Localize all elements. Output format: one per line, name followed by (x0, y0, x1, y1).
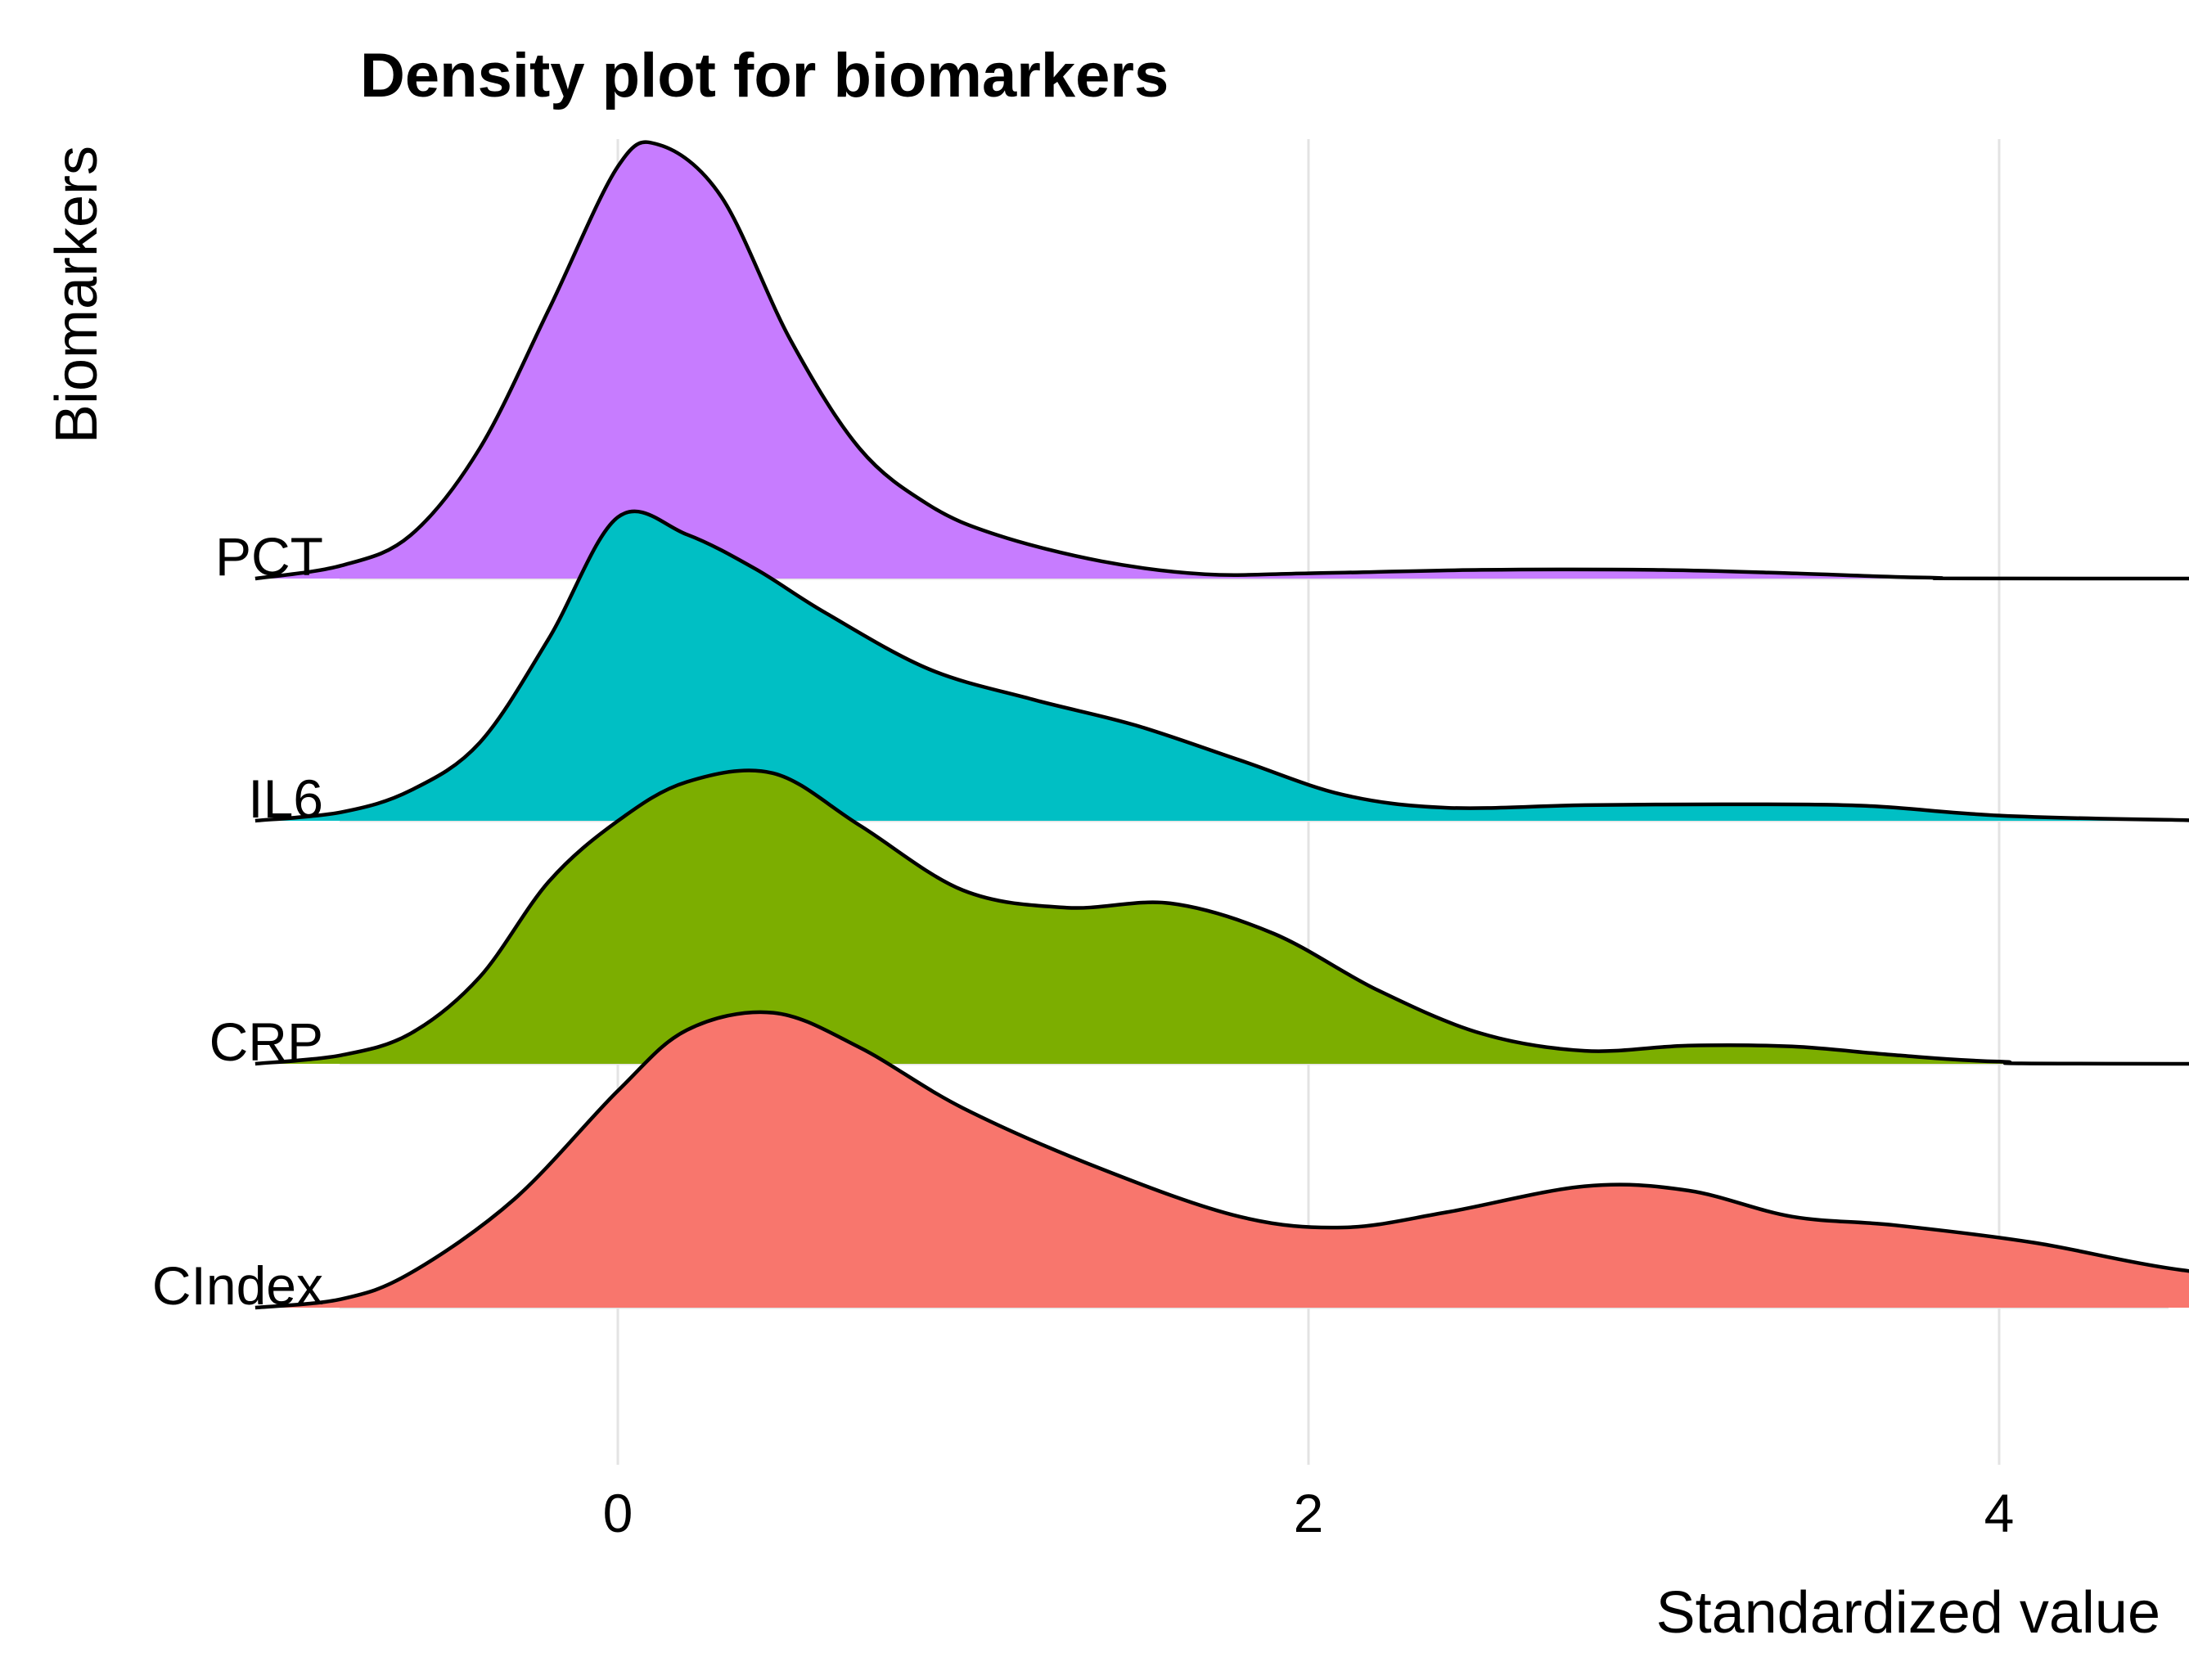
ridge-area-cindex (254, 1011, 2189, 1308)
y-tick-label-pct: PCT (215, 526, 323, 587)
ridge-area-pct (254, 142, 2189, 579)
ridge-line-cindex (254, 1010, 2189, 1310)
x-tick-label-2: 2 (1294, 1483, 1324, 1543)
y-tick-label-cindex: CIndex (152, 1255, 323, 1316)
ridge-area-crp (254, 770, 2189, 1065)
x-axis-title: Standardized value (1656, 1580, 2160, 1646)
x-tick-labels: 02468 (603, 1483, 2015, 1543)
ridge-layer (254, 140, 2189, 1310)
y-tick-label-il6: IL6 (248, 768, 323, 829)
ridge-line-pct (254, 140, 2189, 581)
x-tick-label-0: 0 (603, 1483, 633, 1543)
y-tick-labels: PCT IL6 CRP CIndex (152, 526, 323, 1316)
y-axis-title: Biomarkers (44, 146, 110, 444)
chart-title: Density plot for biomarkers (360, 41, 1169, 110)
y-tick-label-crp: CRP (209, 1011, 323, 1072)
ridge-line-crp (254, 768, 2189, 1066)
x-tick-label-4: 4 (1984, 1483, 2015, 1543)
ridge-line-il6 (254, 509, 2189, 823)
ridge-area-il6 (254, 511, 2189, 821)
